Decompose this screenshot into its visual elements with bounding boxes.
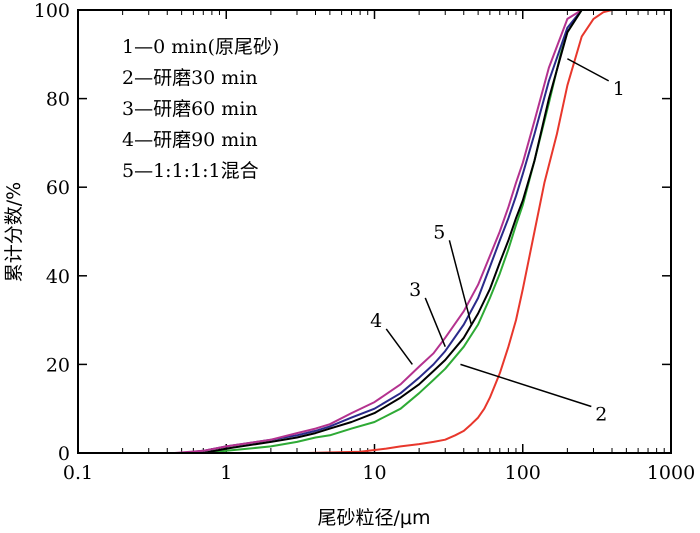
series-line-1 bbox=[306, 9, 627, 454]
x-axis-title: 尾砂粒径/μm bbox=[318, 507, 431, 529]
y-tick-label: 100 bbox=[34, 0, 70, 22]
annotation-label-5: 5 bbox=[433, 221, 445, 243]
y-tick-label: 80 bbox=[46, 89, 70, 111]
series-line-3 bbox=[181, 9, 583, 454]
x-tick-label: 1000 bbox=[647, 462, 695, 484]
legend-entry-3: 3—研磨60 min bbox=[122, 98, 258, 120]
annotation-label-1: 1 bbox=[613, 78, 625, 100]
y-axis-title: 累计分数/% bbox=[3, 182, 25, 282]
series-layer bbox=[174, 9, 627, 454]
legend-entry-5: 5—1:1:1:1混合 bbox=[122, 160, 259, 182]
annotation-leader-1 bbox=[567, 58, 610, 82]
legend-entry-1: 1—0 min(原尾砂) bbox=[122, 36, 279, 58]
x-tick-label: 10 bbox=[362, 462, 386, 484]
tick-layer: 0.1 1 10 100 1000 0 20 40 60 80 100 bbox=[34, 0, 695, 484]
series-line-5 bbox=[203, 9, 594, 454]
legend-entry-2: 2—研磨30 min bbox=[122, 67, 258, 89]
y-tick-label: 20 bbox=[46, 354, 70, 376]
series-line-4 bbox=[174, 9, 583, 454]
annotation-leader-3 bbox=[424, 297, 446, 347]
annotation-label-3: 3 bbox=[409, 279, 421, 301]
annotation-leader-5 bbox=[448, 240, 473, 325]
y-tick-label: 60 bbox=[46, 177, 70, 199]
x-tick-label: 1 bbox=[220, 462, 232, 484]
annotation-leader-4 bbox=[385, 328, 413, 365]
annotation-label-4: 4 bbox=[370, 310, 382, 332]
annotation-layer: 1 2 3 4 5 bbox=[370, 58, 625, 425]
plot-frame bbox=[77, 9, 672, 454]
legend: 1—0 min(原尾砂) 2—研磨30 min 3—研磨60 min 4—研磨9… bbox=[122, 36, 279, 182]
annotation-leader-2 bbox=[460, 363, 592, 408]
x-tick-label: 100 bbox=[505, 462, 541, 484]
legend-entry-4: 4—研磨90 min bbox=[122, 129, 258, 151]
x-tick-label: 0.1 bbox=[63, 462, 93, 484]
annotation-label-2: 2 bbox=[595, 403, 607, 425]
y-tick-label: 40 bbox=[46, 266, 70, 288]
y-tick-label: 0 bbox=[58, 443, 70, 465]
